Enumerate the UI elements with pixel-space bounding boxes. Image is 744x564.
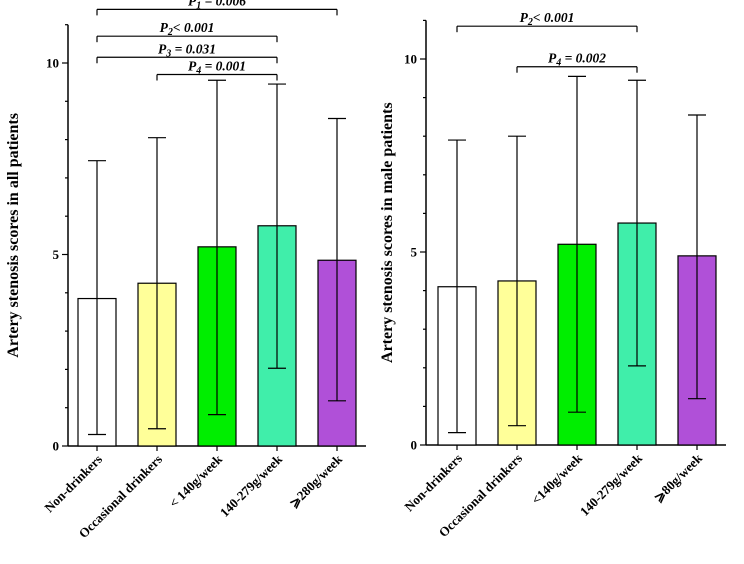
y-tick-label: 5: [53, 247, 60, 262]
y-tick-label: 5: [411, 245, 418, 260]
chart-panel-1: 0 5 10 Artery stenosis scores in all patien…: [5, 0, 366, 541]
y-tick-label: 0: [411, 438, 418, 453]
y-tick-label: 0: [53, 439, 60, 454]
p-value-label: P4 = 0.002: [548, 51, 606, 69]
p-value-label: P2< 0.001: [160, 20, 215, 38]
chart-panel-2: 0 5 10 Artery stenosis scores in male patie…: [379, 10, 726, 540]
category-label: Non-drinkers: [401, 451, 465, 515]
p-value-label: P3 = 0.031: [158, 41, 216, 59]
category-label: ⩾80g/week: [651, 450, 706, 505]
category-label: 140-279g/week: [217, 451, 286, 520]
y-tick-label: 10: [46, 56, 59, 71]
y-axis-label: Artery stenosis scores in male patients: [379, 102, 396, 363]
category-label: Non-drinkers: [41, 452, 105, 516]
category-label: < 140g/week: [166, 451, 226, 511]
p-value-label: P4 = 0.001: [188, 58, 246, 76]
category-label: ⩾280g/week: [286, 451, 346, 511]
p-value-label: P1 = 0.006: [188, 0, 246, 11]
p-value-label: P2< 0.001: [520, 10, 575, 28]
category-label: 140-279g/week: [577, 450, 646, 519]
category-label: <140g/week: [528, 450, 585, 507]
y-tick-label: 10: [404, 52, 417, 67]
y-axis-label: Artery stenosis scores in all patients: [5, 113, 22, 358]
